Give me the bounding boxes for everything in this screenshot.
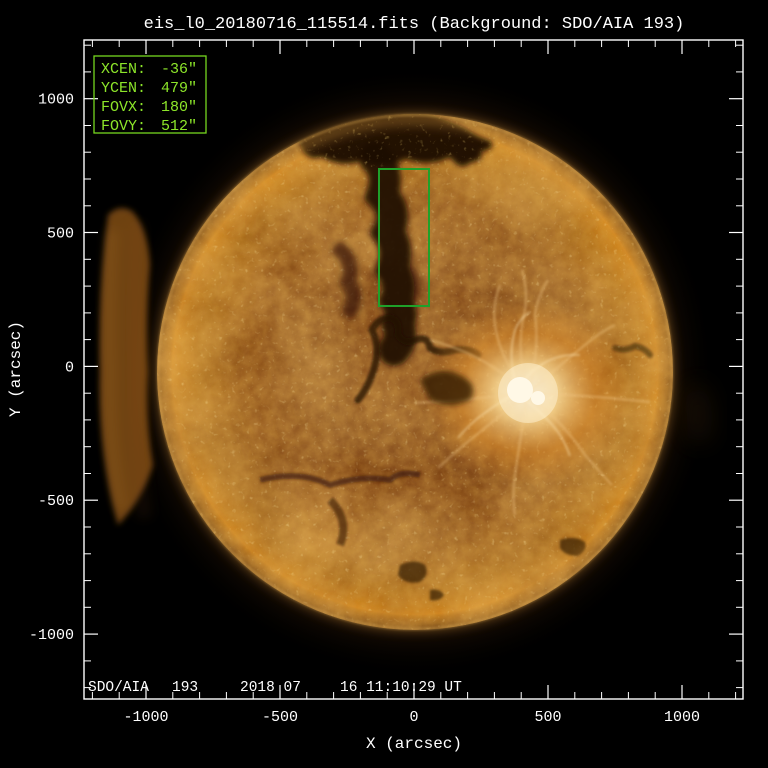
svg-text:0: 0	[409, 709, 418, 726]
svg-text:0: 0	[65, 359, 74, 376]
svg-text:512": 512"	[161, 118, 197, 135]
svg-text:2018 07: 2018 07	[240, 680, 301, 696]
svg-text:16 11:10:29 UT: 16 11:10:29 UT	[340, 680, 462, 696]
svg-text:FOVX:: FOVX:	[101, 99, 146, 116]
svg-text:YCEN:: YCEN:	[101, 80, 146, 97]
svg-text:193: 193	[172, 680, 198, 696]
svg-text:1000: 1000	[38, 92, 74, 109]
svg-text:1000: 1000	[664, 709, 700, 726]
svg-text:-500: -500	[38, 493, 74, 510]
svg-text:500: 500	[47, 226, 74, 243]
svg-text:-36": -36"	[161, 61, 197, 78]
svg-text:Y (arcsec): Y (arcsec)	[7, 321, 25, 417]
svg-text:-1000: -1000	[123, 709, 168, 726]
svg-text:479": 479"	[161, 80, 197, 97]
svg-text:SDO/AIA: SDO/AIA	[88, 680, 149, 696]
svg-text:eis_l0_20180716_115514.fits: eis_l0_20180716_115514.fits (Background:…	[144, 15, 685, 34]
svg-text:FOVY:: FOVY:	[101, 118, 146, 135]
svg-text:-1000: -1000	[29, 627, 74, 644]
svg-text:500: 500	[534, 709, 561, 726]
svg-text:X (arcsec): X (arcsec)	[366, 735, 462, 753]
svg-text:-500: -500	[262, 709, 298, 726]
svg-text:XCEN:: XCEN:	[101, 61, 146, 78]
svg-text:180": 180"	[161, 99, 197, 116]
